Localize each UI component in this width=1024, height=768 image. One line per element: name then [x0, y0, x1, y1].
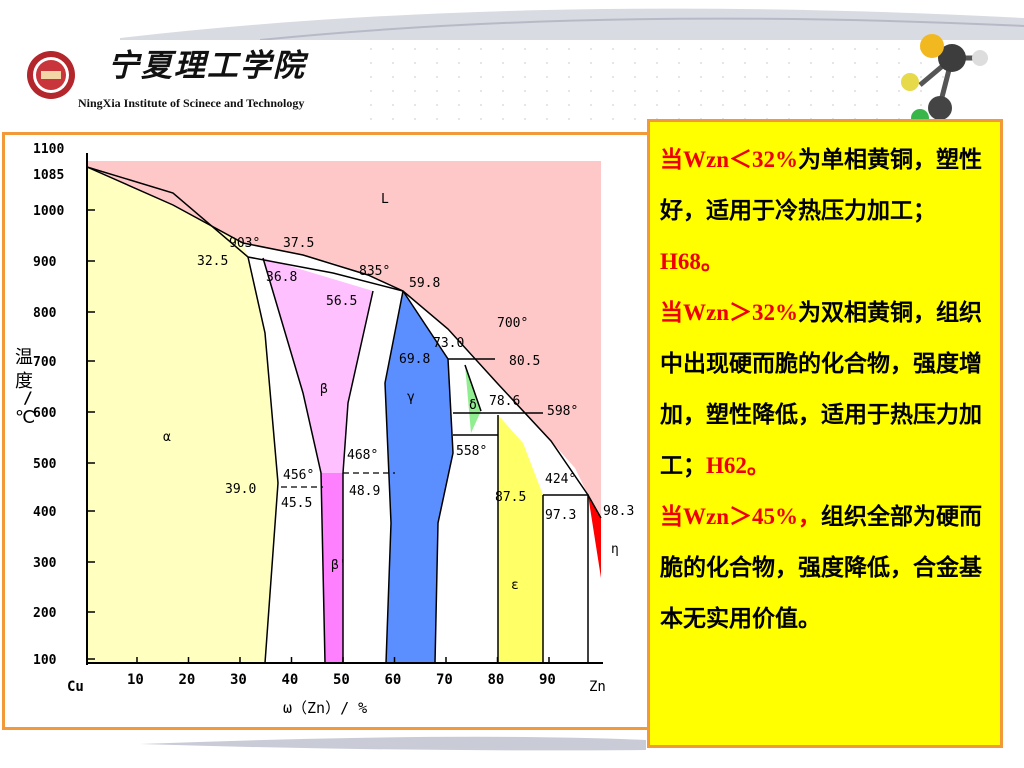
x-tick-label: 80 [488, 672, 505, 688]
liquid-region [87, 161, 601, 518]
phase-label-epsilon: ε [511, 578, 519, 593]
x-tick-label: 30 [230, 672, 247, 688]
x-end-label: Zn [589, 679, 606, 695]
explanation-panel: 当Wzn＜32%为单相黄铜，塑性好，适用于冷热压力加工；H68。 当Wzn＞32… [647, 119, 1003, 748]
phase-label-alpha: α [163, 430, 171, 445]
annot-558: 558° [456, 444, 487, 459]
phase-label-gamma: γ [407, 390, 415, 405]
y-tick-label: 500 [33, 457, 57, 472]
p2-formula: Wzn＞32% [683, 300, 798, 325]
x-tick-label: 90 [539, 672, 556, 688]
y-axis-label-3: / [23, 388, 33, 407]
y-tick-label: 200 [33, 606, 57, 621]
p3-prefix: 当 [660, 503, 683, 530]
x-tick-label: 40 [282, 672, 299, 688]
annot-37-5: 37.5 [283, 236, 314, 251]
y-tick-label: 300 [33, 556, 57, 571]
x-tick-label: 10 [127, 672, 144, 688]
y-axis-label-2: 度 [15, 371, 33, 392]
alpha-region [87, 167, 278, 663]
annot-835: 835° [359, 264, 390, 279]
phase-label-beta: β [320, 382, 328, 397]
epsilon-region [498, 415, 543, 663]
beta-region [263, 258, 373, 473]
annot-87-5: 87.5 [495, 490, 526, 505]
p3-formula: Wzn＞45%， [683, 504, 821, 529]
p1-grade: H68 [660, 249, 701, 274]
top-decorative-band [120, 8, 1024, 40]
annot-97-3: 97.3 [545, 508, 576, 523]
y-tick-label: 1000 [33, 204, 64, 219]
gamma-region [385, 291, 453, 663]
y-tick-label: 400 [33, 505, 57, 520]
institute-logo [27, 51, 75, 99]
y-tick-label: 800 [33, 306, 57, 321]
annot-32-5: 32.5 [197, 254, 228, 269]
y-tick-label: 600 [33, 406, 57, 421]
annot-69-8: 69.8 [399, 352, 430, 367]
annot-48-9: 48.9 [349, 484, 380, 499]
y-tick-label: 1100 [33, 142, 64, 157]
phase-label-L: L [381, 192, 389, 207]
paragraph-brittle: 当Wzn＞45%，组织全部为硬而脆的化合物，强度降低，合金基本无实用价值。 [660, 491, 992, 644]
phase-label-eta: η [611, 542, 619, 557]
dot-pattern [360, 42, 960, 122]
x-axis-label: ω（Zn）/ % [283, 699, 367, 717]
annot-80-5: 80.5 [509, 354, 540, 369]
phase-diagram-frame: 1100 1085 1000 900 800 700 600 500 400 300 200 100 … [2, 132, 652, 730]
x-tick-label: 20 [179, 672, 196, 688]
x-tick-label: 60 [385, 672, 402, 688]
beta-prime-region [321, 473, 343, 663]
p2-end: 。 [746, 452, 770, 479]
p2-prefix: 当 [660, 299, 683, 326]
annot-45-5: 45.5 [281, 496, 312, 511]
molecule-icon [901, 34, 988, 127]
institute-name-cn: 宁夏理工学院 [108, 48, 306, 84]
annot-700: 700° [497, 316, 528, 331]
eta-region [588, 495, 601, 578]
cu-zn-phase-diagram: 110010851000900800700600500400300200100 … [15, 142, 634, 717]
x-start-label: Cu [67, 679, 84, 695]
annot-36-8: 36.8 [266, 270, 297, 285]
p1-prefix: 当 [660, 146, 683, 173]
annot-73-0: 73.0 [433, 336, 464, 351]
y-tick-label: 700 [33, 355, 57, 370]
annot-78-6: 78.6 [489, 394, 520, 409]
annot-424: 424° [545, 472, 576, 487]
x-tick-label: 70 [436, 672, 453, 688]
y-axis-label-1: 温 [15, 347, 33, 368]
paragraph-single-phase: 当Wzn＜32%为单相黄铜，塑性好，适用于冷热压力加工； H68。 [660, 134, 992, 287]
annot-468: 468° [347, 448, 378, 463]
paragraph-dual-phase: 当Wzn＞32%为双相黄铜，组织中出现硬而脆的化合物，强度增加，塑性降低，适用于… [660, 287, 992, 491]
y-tick-label: 1085 [33, 168, 64, 183]
p3-text: 组织全部为硬而脆的化合物，强度降低，合金基本无实用价值。 [660, 503, 982, 632]
annot-456: 456° [283, 468, 314, 483]
annot-598: 598° [547, 404, 578, 419]
bottom-decorative-band [140, 736, 646, 751]
y-axis-label-4: ℃ [15, 407, 35, 428]
delta-region [465, 365, 481, 433]
x-tick-label: 50 [333, 672, 350, 688]
annot-56-5: 56.5 [326, 294, 357, 309]
annot-98-3: 98.3 [603, 504, 634, 519]
p1-formula: Wzn＜32% [683, 147, 798, 172]
phase-label-delta: δ [469, 398, 477, 413]
p1-end: 。 [700, 248, 724, 275]
annot-59-8: 59.8 [409, 276, 440, 291]
phase-label-beta-prime: β' [331, 558, 347, 573]
p1-text: 为单相黄铜，塑性好，适用于冷热压力加工； [660, 146, 982, 224]
p2-grade: H62 [706, 453, 747, 478]
y-tick-label: 900 [33, 255, 57, 270]
p2-text: 为双相黄铜，组织中出现硬而脆的化合物，强度增加，塑性降低，适用于热压力加工； [660, 299, 982, 479]
annot-903: 903° [229, 236, 260, 251]
y-tick-label: 100 [33, 653, 57, 668]
institute-name-en: NingXia Institute of Scinece and Technol… [78, 96, 305, 110]
annot-39-0: 39.0 [225, 482, 256, 497]
